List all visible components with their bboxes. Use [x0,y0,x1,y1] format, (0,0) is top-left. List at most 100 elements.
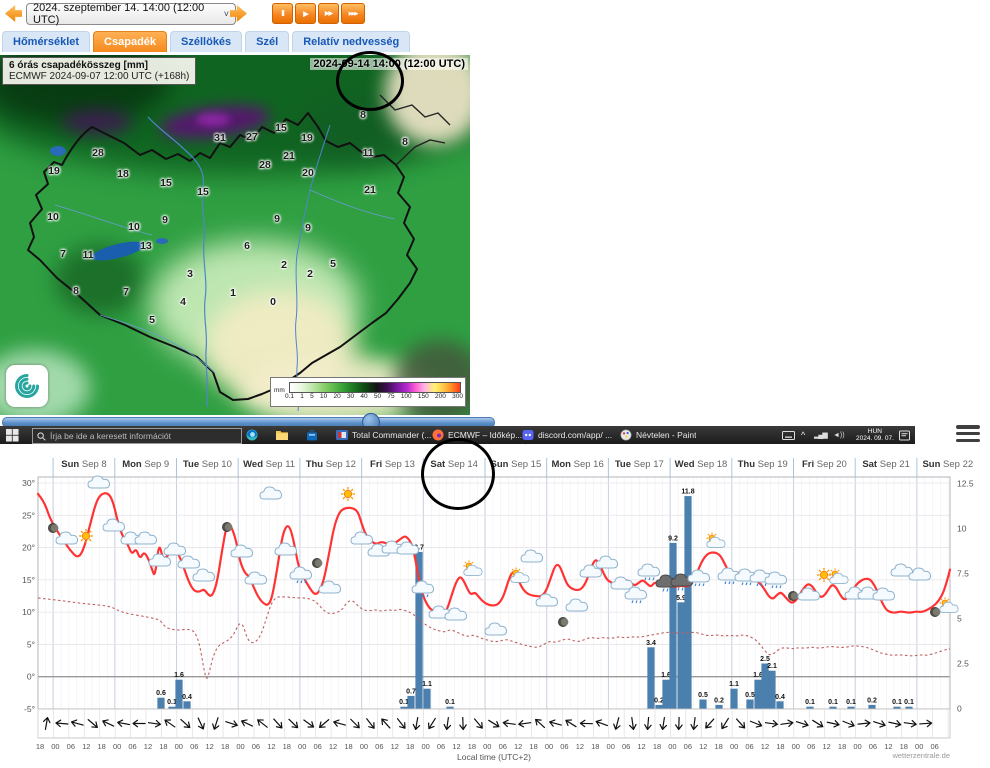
tray-volume-icon[interactable]: ◄)) [833,431,845,439]
tab-szel[interactable]: Szél [245,31,290,52]
tray-hidden-icons[interactable]: ^ [801,430,806,440]
precip-bar-label: 5.9 [676,595,686,602]
taskbar-app-firefox[interactable]: ECMWF – Időkép... [432,426,522,444]
legend-tick: 150 [417,393,429,400]
edge-icon [246,429,258,441]
taskbar-app-store[interactable] [306,426,318,444]
moon-weather-icon [557,616,569,628]
time-tick-label: 00 [113,742,121,751]
precip-bar [715,704,723,709]
suncloud-weather-icon [939,597,958,612]
legend-tick: 75 [387,393,395,400]
precip-bar-label: 1.6 [661,672,671,679]
time-tick-label: 06 [869,742,877,751]
suncloud-weather-icon [510,567,529,582]
taskbar-app-edge[interactable] [246,426,258,444]
time-tick-label: 18 [344,742,352,751]
app-label: discord.com/app/ ... [538,430,613,440]
action-center-icon [899,430,910,440]
precip-bar-label: 1.6 [174,672,184,679]
time-tick-label: 12 [206,742,214,751]
prev-timestep-button[interactable] [5,5,22,22]
datetime-select[interactable]: 2024. szeptember 14. 14:00 (12:00 UTC) ˅ [26,2,236,26]
time-tick-label: 00 [607,742,615,751]
play-button[interactable]: ▶ [295,3,316,24]
precip-bar [662,679,670,709]
time-tick-label: 00 [792,742,800,751]
app-label: Névtelen - Paint [636,430,697,440]
map-precip-value: 11 [82,249,94,261]
time-tick-label: 18 [468,742,476,751]
time-tick-label: 18 [653,742,661,751]
fastest-forward-button[interactable]: ▶▶▶ [341,3,365,24]
precip-bar-label: 0.2 [654,697,664,704]
start-button[interactable] [6,426,19,444]
map-precip-value: 15 [160,177,172,189]
tab-csapadek[interactable]: Csapadék [93,31,168,52]
precip-bar [847,706,855,709]
store-icon [307,429,317,441]
tray-notification-icon[interactable] [899,426,910,444]
precip-bar-label: 2.5 [760,656,770,663]
time-tick-label: 00 [915,742,923,751]
pause-button[interactable]: II [272,3,293,24]
taskbar-app-discord[interactable]: discord.com/app/ ... [522,426,612,444]
precip-bar [754,679,762,709]
cloud-weather-icon [87,475,111,489]
river-minor3 [99,314,216,374]
rain-weather-icon [290,567,312,583]
total-commander-icon [336,430,348,440]
tray-clock[interactable]: HUN 2024. 09. 07. [856,426,894,444]
precip-bar [175,679,183,709]
map-precip-value: 20 [302,167,314,179]
day-label: Thu Sep 19 [738,459,788,470]
cloud-weather-icon [565,598,589,612]
right-axis-label: 7.5 [957,569,969,579]
precip-bar-label: 0.1 [399,699,409,706]
tab-szellokes[interactable]: Széllökés [170,31,243,52]
precip-bar [806,706,814,709]
map-precip-value: 9 [162,214,168,226]
day-label: Wed Sep 11 [243,459,295,470]
precip-bar-label: 1.1 [729,681,739,688]
map-precip-value: 21 [283,150,295,162]
time-tick-label: 18 [159,742,167,751]
fast-forward-button[interactable]: ▶▶ [318,3,339,24]
precip-bar-label: 0.1 [904,699,914,706]
time-tick-label: 06 [807,742,815,751]
tab-relativ-nedvesseg[interactable]: Relatív nedvesség [292,31,411,52]
lake-velencei [156,238,168,244]
tab-homerseklet[interactable]: Hőmérséklet [2,31,91,52]
legend-tick: 100 [400,393,412,400]
time-tick-label: 00 [668,742,676,751]
time-tick-label: 06 [128,742,136,751]
taskbar-app-explorer[interactable] [276,426,288,444]
precipitation-map[interactable]: 6 órás csapadékösszeg [mm] ECMWF 2024-09… [0,55,470,415]
hamburger-bar [956,438,980,442]
tray-network-icon[interactable]: ▂▄▆ [814,432,828,439]
time-tick-label: 00 [545,742,553,751]
cloud-weather-icon [102,518,126,532]
legend-tick: 40 [360,393,368,400]
time-tick-label: 06 [745,742,753,751]
map-precip-value: 2 [281,259,287,271]
time-tick-label: 12 [514,742,522,751]
taskbar-app-total-commander[interactable]: Total Commander (... [336,426,431,444]
map-precip-value: 8 [360,109,366,121]
river-tisza [295,124,331,412]
time-tick-label: 06 [930,742,938,751]
cloud-weather-icon [610,576,634,590]
day-label: Tue Sep 10 [183,459,232,470]
page-menu-button[interactable] [956,425,980,442]
keyboard-icon [782,430,795,440]
map-precip-value: 0 [270,296,276,308]
precip-bar [183,701,191,709]
precip-bar [168,706,176,709]
precip-bar [407,695,415,709]
map-model-run: ECMWF 2024-09-07 12:00 UTC (+168h) [9,71,190,82]
tray-keyboard-icon[interactable] [782,426,795,444]
time-tick-label: 12 [576,742,584,751]
taskbar-app-paint[interactable]: Névtelen - Paint [620,426,696,444]
meteogram-chart[interactable]: 0.60.11.60.40.10.78.71.10.13.40.21.69.25… [0,448,990,768]
taskbar-search-box[interactable]: Írja be ide a keresett információt [32,428,242,444]
